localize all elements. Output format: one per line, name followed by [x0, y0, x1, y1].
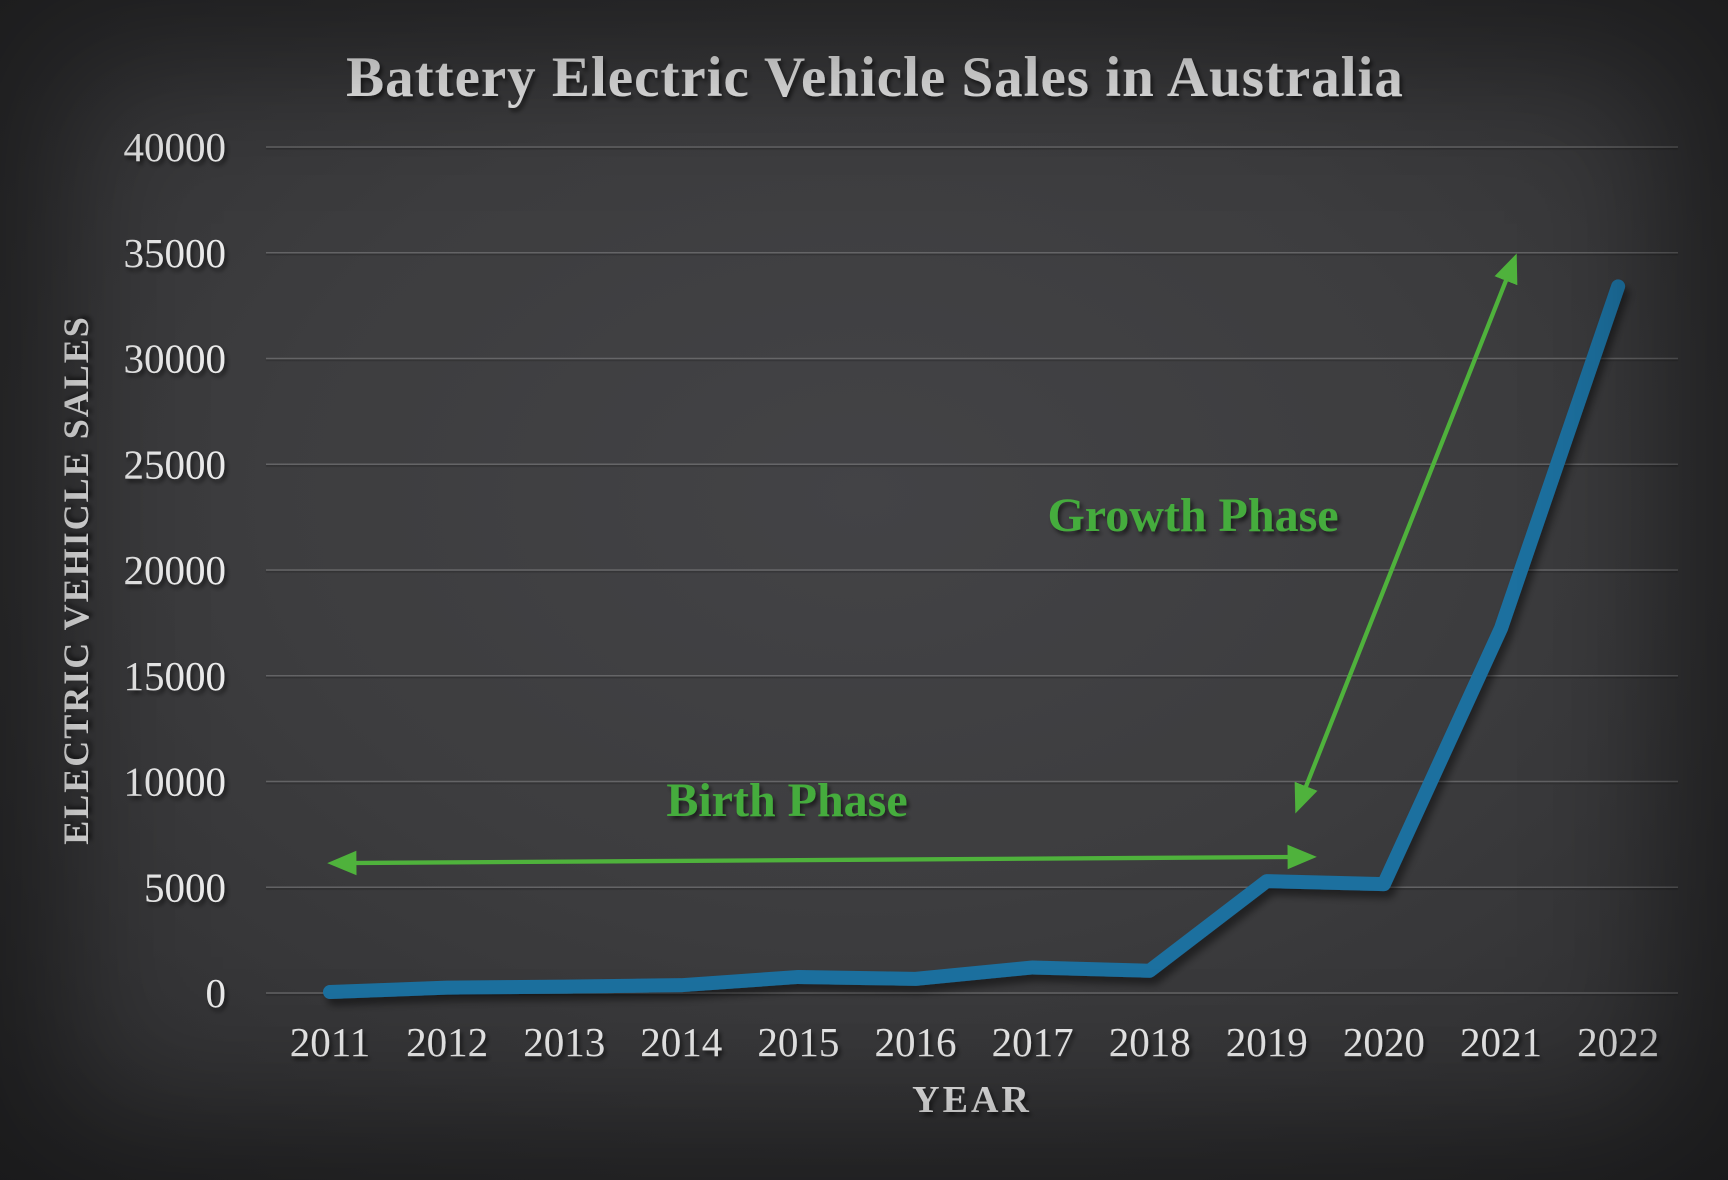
x-tick-label-2021: 2021 — [1460, 1019, 1542, 1065]
y-tick-label-25000: 25000 — [124, 441, 227, 487]
y-tick-label-20000: 20000 — [124, 547, 227, 593]
x-axis-title: YEAR — [912, 1079, 1032, 1121]
gridlines — [266, 146, 1678, 994]
y-tick-label-15000: 15000 — [124, 653, 227, 699]
growth-phase-double-arrow — [1294, 253, 1518, 814]
x-tick-label-2014: 2014 — [640, 1019, 722, 1065]
x-tick-label-2018: 2018 — [1109, 1019, 1191, 1065]
sales-line-series — [323, 279, 1626, 999]
x-tick-label-2013: 2013 — [523, 1019, 605, 1065]
growth-phase-label: Growth Phase — [1047, 489, 1338, 542]
x-tick-label-2012: 2012 — [406, 1019, 488, 1065]
y-tick-label-10000: 10000 — [124, 759, 227, 805]
y-tick-label-40000: 40000 — [124, 124, 227, 170]
x-tick-label-2020: 2020 — [1343, 1019, 1425, 1065]
chart-title: Battery Electric Vehicle Sales in Austra… — [346, 46, 1404, 109]
y-tick-label-35000: 35000 — [124, 230, 227, 276]
x-axis-tick-labels: 2011 2012 2013 2014 2015 2016 2017 2018 2019 2020… — [290, 1019, 1659, 1065]
birth-phase-label: Birth Phase — [666, 774, 907, 827]
x-tick-label-2015: 2015 — [757, 1019, 839, 1065]
x-tick-label-2016: 2016 — [875, 1019, 957, 1065]
birth-phase-double-arrow — [327, 844, 1317, 876]
y-tick-label-0: 0 — [206, 970, 227, 1016]
x-tick-label-2011: 2011 — [290, 1019, 370, 1065]
y-axis-tick-labels: 0 5000 10000 15000 20000 25000 30000 35000 40000 — [124, 124, 227, 1016]
y-tick-label-5000: 5000 — [144, 864, 226, 910]
x-tick-label-2019: 2019 — [1226, 1019, 1308, 1065]
y-axis-title: ELECTRIC VEHICLE SALES — [56, 315, 96, 845]
x-tick-label-2017: 2017 — [992, 1019, 1074, 1065]
y-tick-label-30000: 30000 — [124, 336, 227, 382]
x-tick-label-2022: 2022 — [1577, 1019, 1659, 1065]
